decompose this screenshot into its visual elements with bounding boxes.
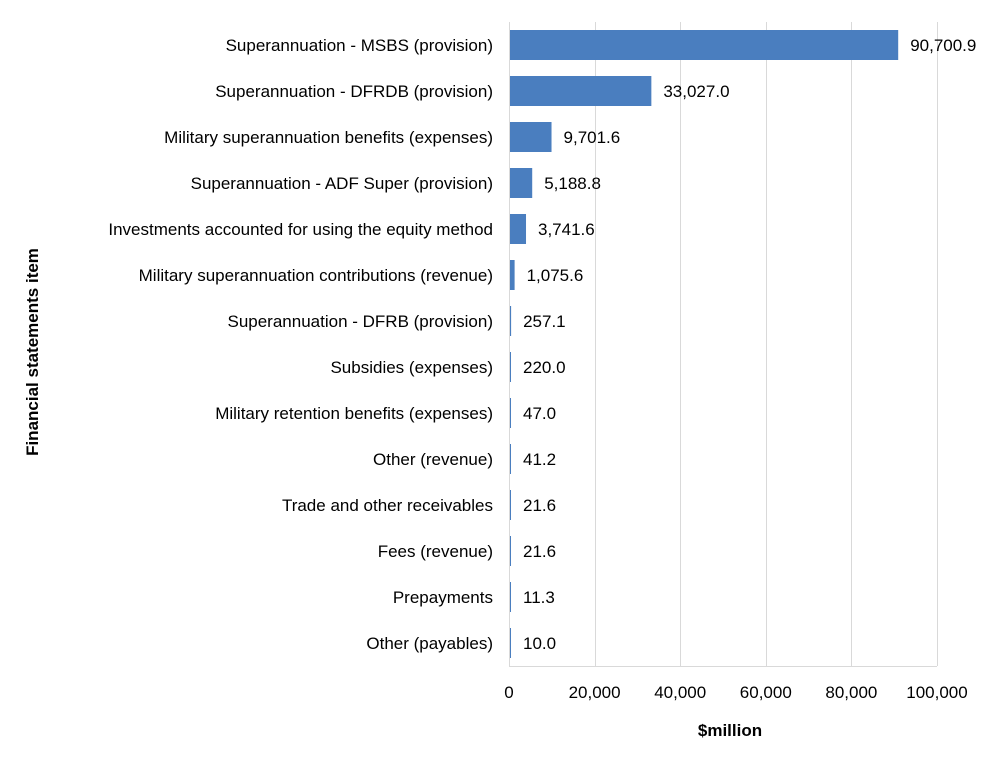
- data-label: 257.1: [523, 312, 566, 331]
- bar: [510, 444, 511, 474]
- category-label: Subsidies (expenses): [330, 358, 493, 377]
- bar: [510, 76, 652, 106]
- x-tick-label: 60,000: [740, 683, 792, 702]
- bar: [510, 214, 527, 244]
- category-label: Superannuation - MSBS (provision): [226, 36, 493, 55]
- x-tick-label: 80,000: [825, 683, 877, 702]
- category-label: Superannuation - DFRB (provision): [227, 312, 493, 331]
- bars: [510, 30, 899, 658]
- data-label: 47.0: [523, 404, 556, 423]
- category-label: Military retention benefits (expenses): [215, 404, 493, 423]
- x-tick-label: 40,000: [654, 683, 706, 702]
- gridlines: [509, 22, 938, 667]
- data-label: 5,188.8: [544, 174, 601, 193]
- x-axis-ticks: 0 20,000 40,000 60,000 80,000 100,000: [504, 683, 967, 702]
- data-label: 21.6: [523, 542, 556, 561]
- category-label: Superannuation - DFRDB (provision): [215, 82, 493, 101]
- data-label: 33,027.0: [663, 82, 729, 101]
- bar: [510, 306, 512, 336]
- bar: [510, 30, 899, 60]
- x-axis-title: $million: [698, 721, 762, 740]
- data-label: 1,075.6: [527, 266, 584, 285]
- x-tick-label: 0: [504, 683, 513, 702]
- data-label: 11.3: [523, 588, 555, 607]
- bar: [510, 398, 511, 428]
- category-label: Fees (revenue): [378, 542, 493, 561]
- bar: [510, 582, 511, 612]
- bar: [510, 260, 515, 290]
- data-label: 3,741.6: [538, 220, 595, 239]
- bar: [510, 122, 552, 152]
- bar: [510, 352, 511, 382]
- bar: [510, 490, 511, 520]
- category-label: Trade and other receivables: [282, 496, 493, 515]
- data-label: 90,700.9: [910, 36, 976, 55]
- x-tick-label: 20,000: [569, 683, 621, 702]
- data-label: 10.0: [523, 634, 556, 653]
- value-labels: 90,700.9 33,027.0 9,701.6 5,188.8 3,741.6 1,0…: [523, 36, 976, 653]
- category-label: Investments accounted for using the equi…: [108, 220, 493, 239]
- data-label: 9,701.6: [564, 128, 621, 147]
- data-label: 220.0: [523, 358, 566, 377]
- category-label: Military superannuation benefits (expens…: [164, 128, 493, 147]
- bar: [510, 536, 511, 566]
- category-label: Other (payables): [366, 634, 493, 653]
- y-axis-title: Financial statements item: [23, 248, 42, 456]
- bar: [510, 628, 511, 658]
- x-tick-label: 100,000: [906, 683, 967, 702]
- data-label: 41.2: [523, 450, 556, 469]
- data-label: 21.6: [523, 496, 556, 515]
- category-labels: Superannuation - MSBS (provision) Superan…: [108, 36, 493, 653]
- category-label: Military superannuation contributions (r…: [139, 266, 493, 285]
- category-label: Prepayments: [393, 588, 493, 607]
- category-label: Other (revenue): [373, 450, 493, 469]
- category-label: Superannuation - ADF Super (provision): [191, 174, 493, 193]
- bar: [510, 168, 533, 198]
